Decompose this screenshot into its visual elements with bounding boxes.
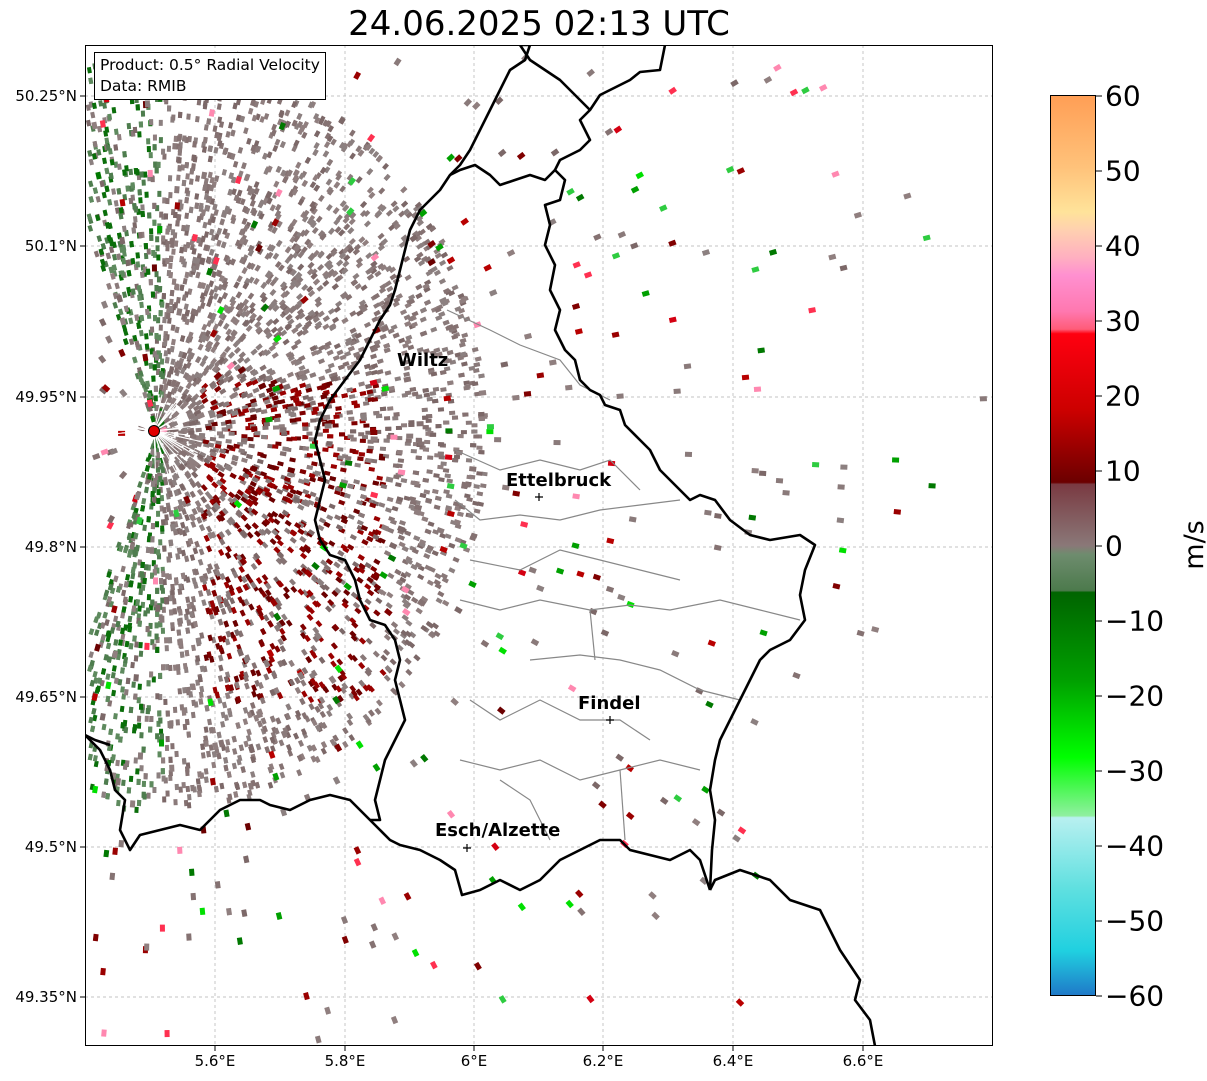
map-grid [85, 45, 993, 1046]
lon-tick-label: 5.6°E [194, 1052, 236, 1070]
lon-tick-label: 5.8°E [324, 1052, 366, 1070]
map-frame [85, 45, 993, 1046]
colorbar-tick-label: 0 [1105, 529, 1123, 563]
lat-tick-label: 49.35°N [15, 988, 77, 1006]
colorbar-tick-label: −50 [1105, 904, 1165, 938]
colorbar-unit-label: m/s [1179, 520, 1207, 570]
colorbar [1050, 95, 1102, 997]
colorbar-tick-label: −10 [1105, 604, 1165, 638]
lon-tick-label: 6.4°E [712, 1052, 754, 1070]
country-borders [85, 45, 877, 1046]
colorbar-tick-label: 40 [1105, 229, 1141, 263]
city-label-wiltz: Wiltz [397, 350, 449, 371]
radar-site-marker [148, 425, 160, 437]
lon-tick-label: 6°E [460, 1052, 488, 1070]
lat-tick-label: 49.95°N [15, 388, 77, 406]
city-label-esch-alzette: Esch/Alzette [435, 820, 561, 841]
colorbar-tick-label: −40 [1105, 829, 1165, 863]
colorbar-tick-label: −30 [1105, 754, 1165, 788]
lon-tick-label: 6.2°E [582, 1052, 624, 1070]
city-label-ettelbruck: Ettelbruck [506, 470, 612, 491]
product-info-box: Product: 0.5° Radial Velocity Data: RMIB [94, 52, 326, 100]
lat-tick-label: 50.25°N [15, 87, 77, 105]
radar-echoes [85, 51, 987, 1044]
map-title: 24.06.2025 02:13 UTC [348, 4, 730, 44]
lat-tick-label: 49.65°N [15, 688, 77, 706]
colorbar-tick-label: 60 [1105, 79, 1141, 113]
colorbar-tick-label: 30 [1105, 304, 1141, 338]
canton-borders [446, 309, 801, 841]
colorbar-tick-label: 10 [1105, 454, 1141, 488]
colorbar-tick-label: 20 [1105, 379, 1141, 413]
colorbar-tick-label: −20 [1105, 679, 1165, 713]
colorbar-tick-label: −60 [1105, 979, 1165, 1013]
product-label: Product: 0.5° Radial Velocity [100, 56, 320, 74]
lon-tick-label: 6.6°E [842, 1052, 884, 1070]
colorbar-tick-label: 50 [1105, 154, 1141, 188]
lat-tick-label: 49.5°N [24, 838, 77, 856]
axis-ticks [80, 95, 864, 1051]
city-label-findel: Findel [578, 693, 641, 714]
lat-tick-label: 50.1°N [24, 237, 77, 255]
city-markers [463, 493, 614, 852]
data-source-label: Data: RMIB [100, 77, 187, 95]
lat-tick-label: 49.8°N [24, 538, 77, 556]
